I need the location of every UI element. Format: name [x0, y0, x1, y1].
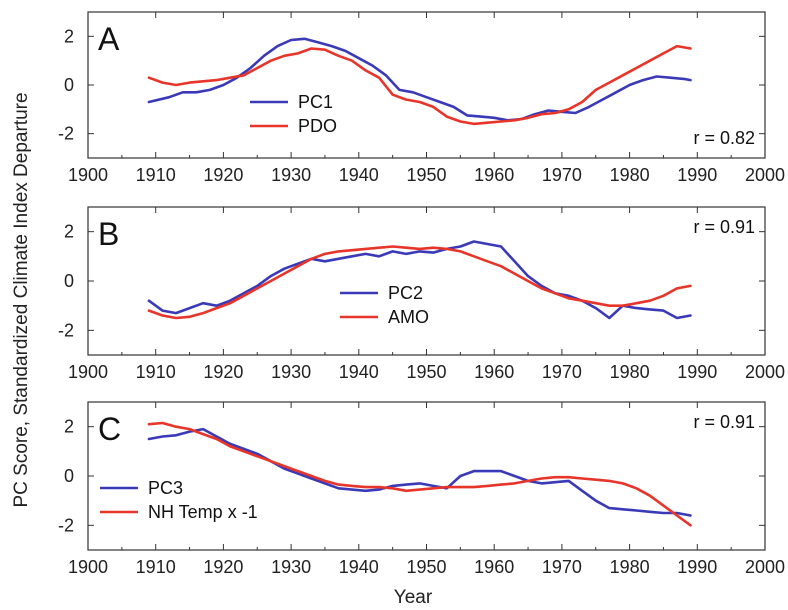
x-tick-label: 1950 — [406, 362, 446, 382]
x-tick-label: 1910 — [136, 362, 176, 382]
x-tick-label: 1920 — [203, 362, 243, 382]
series-line-nh-temp-x-1 — [147, 421, 692, 527]
x-tick-label: 2000 — [745, 165, 785, 185]
x-tick-label: 1930 — [271, 557, 311, 577]
x-tick-label: 1990 — [677, 557, 717, 577]
legend-label: PDO — [298, 116, 337, 136]
correlation-label: r = 0.82 — [693, 128, 755, 148]
plot-frame — [87, 206, 766, 356]
y-axis-title: PC Score, Standardized Climate Index Dep… — [11, 92, 32, 507]
y-tick-label: -2 — [58, 320, 74, 340]
x-tick-label: 2000 — [745, 362, 785, 382]
correlation-label: r = 0.91 — [693, 217, 755, 237]
y-tick-label: 0 — [64, 271, 74, 291]
x-tick-label: 1940 — [339, 165, 379, 185]
x-tick-label: 1940 — [339, 362, 379, 382]
panel-c: 1900 1910 1920 1930 1940 1950 1960 1970 1980 1990… — [58, 401, 785, 577]
x-tick-label: 1980 — [610, 557, 650, 577]
x-tick-label: 1960 — [474, 165, 514, 185]
panel-letter: C — [98, 411, 121, 447]
x-tick-label: 1960 — [474, 557, 514, 577]
y-tick-label: -2 — [58, 515, 74, 535]
series-line-pc3 — [147, 427, 692, 517]
x-tick-label: 1910 — [136, 557, 176, 577]
legend-label: PC3 — [148, 478, 183, 498]
y-tick-label: 0 — [64, 75, 74, 95]
x-tick-label: 1900 — [68, 165, 108, 185]
x-tick-label: 1950 — [406, 165, 446, 185]
x-tick-label: 1940 — [339, 557, 379, 577]
legend-label: PC1 — [298, 92, 333, 112]
plot-frame — [87, 11, 766, 159]
panel-letter: A — [98, 21, 120, 57]
series-line-pc2 — [147, 240, 692, 320]
panel-b: 1900 1910 1920 1930 1940 1950 1960 1970 1980 1990… — [58, 206, 785, 382]
x-tick-label: 2000 — [745, 557, 785, 577]
x-tick-label: 1990 — [677, 165, 717, 185]
y-tick-label: 2 — [64, 26, 74, 46]
x-tick-label: 1920 — [203, 557, 243, 577]
series-line-pdo — [147, 44, 692, 126]
panel-letter: B — [98, 216, 119, 252]
correlation-label: r = 0.91 — [693, 412, 755, 432]
x-tick-label: 1960 — [474, 362, 514, 382]
y-tick-label: 2 — [64, 222, 74, 242]
plot-frame — [87, 401, 766, 551]
x-tick-label: 1930 — [271, 362, 311, 382]
panel-a: 1900 1910 1920 1930 1940 1950 1960 1970 1980 1990… — [58, 11, 785, 185]
x-tick-label: 1930 — [271, 165, 311, 185]
chart-panels: 1900 1910 1920 1930 1940 1950 1960 1970 1980 1990… — [58, 11, 785, 577]
x-tick-label: 1980 — [610, 362, 650, 382]
x-tick-label: 1970 — [542, 362, 582, 382]
y-tick-label: 0 — [64, 466, 74, 486]
x-tick-label: 1900 — [68, 557, 108, 577]
x-tick-label: 1970 — [542, 165, 582, 185]
legend-label: NH Temp x -1 — [148, 502, 258, 522]
series-line-pc1 — [147, 37, 692, 122]
series-line-amo — [147, 245, 692, 320]
x-tick-label: 1910 — [136, 165, 176, 185]
x-tick-label: 1980 — [610, 165, 650, 185]
legend-label: PC2 — [388, 283, 423, 303]
x-tick-label: 1900 — [68, 362, 108, 382]
x-tick-label: 1970 — [542, 557, 582, 577]
y-tick-label: 2 — [64, 417, 74, 437]
x-tick-label: 1990 — [677, 362, 717, 382]
y-tick-label: -2 — [58, 124, 74, 144]
legend-label: AMO — [388, 307, 429, 327]
x-tick-label: 1920 — [203, 165, 243, 185]
x-tick-label: 1950 — [406, 557, 446, 577]
x-axis-title: Year — [394, 587, 433, 608]
